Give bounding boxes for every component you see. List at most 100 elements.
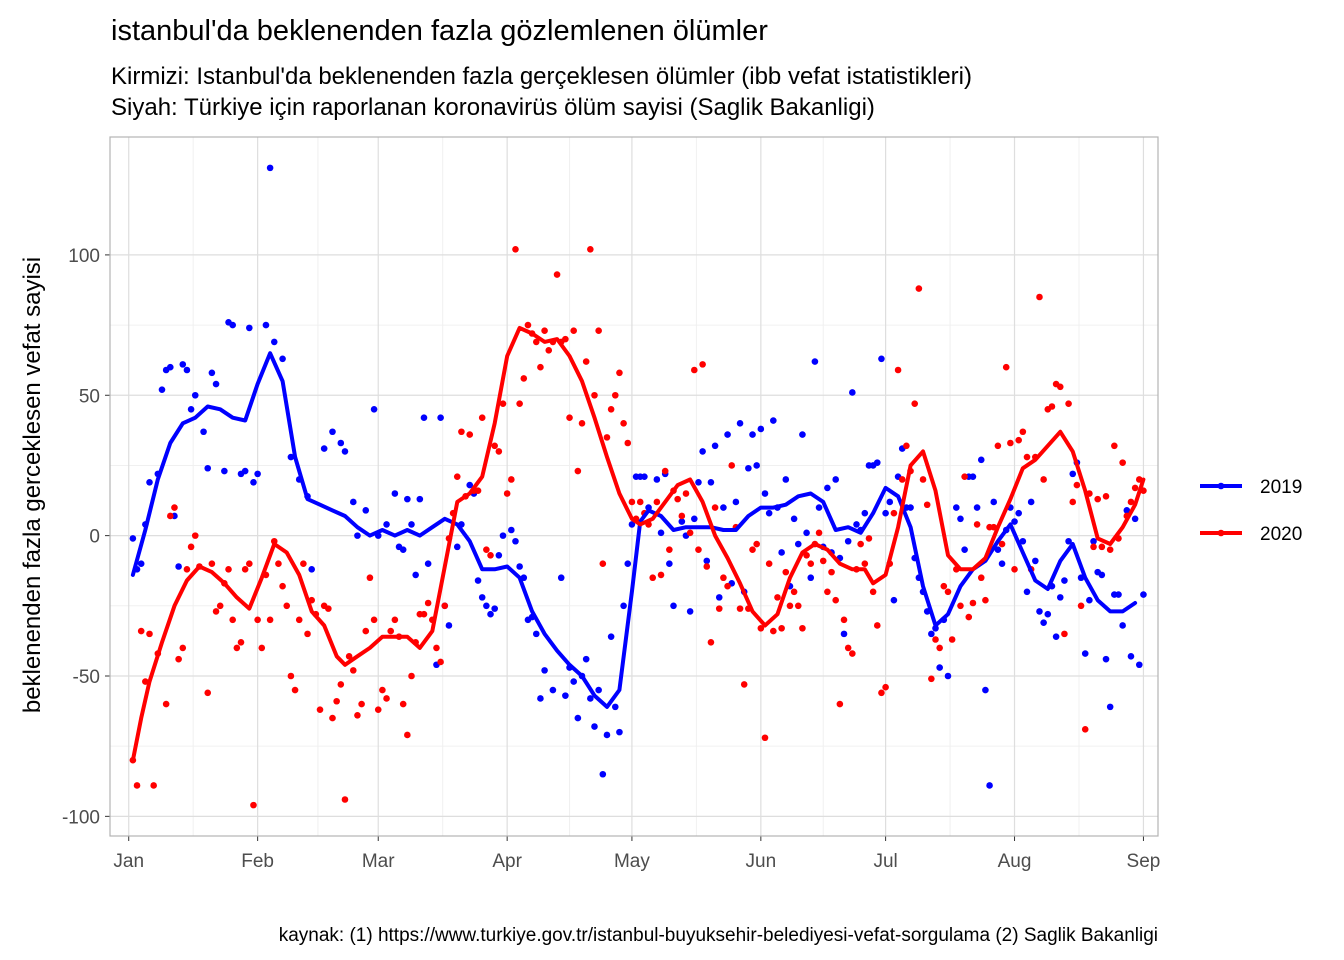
series-points-2019 xyxy=(129,164,1147,789)
data-point xyxy=(603,731,611,739)
data-point xyxy=(977,456,985,464)
data-point xyxy=(957,515,964,523)
data-point xyxy=(1090,543,1097,551)
data-point xyxy=(1140,591,1147,598)
data-point xyxy=(807,560,815,567)
data-point xyxy=(657,571,665,579)
data-point xyxy=(674,495,681,503)
data-point xyxy=(183,366,191,374)
data-point xyxy=(537,363,544,371)
data-point xyxy=(587,245,594,253)
data-point xyxy=(1073,481,1081,489)
data-point xyxy=(857,540,864,548)
data-point xyxy=(362,627,370,635)
data-point xyxy=(994,546,1002,553)
data-point xyxy=(1081,726,1089,733)
data-point xyxy=(757,425,765,433)
data-point xyxy=(549,686,557,694)
data-point xyxy=(370,406,378,413)
data-point xyxy=(653,476,661,483)
legend-label: 2019 xyxy=(1260,477,1302,498)
data-point xyxy=(320,445,328,452)
data-point xyxy=(678,512,686,520)
data-point xyxy=(840,616,848,624)
data-point xyxy=(520,375,528,382)
data-point xyxy=(300,560,307,567)
data-point xyxy=(1040,619,1047,626)
data-point xyxy=(1111,442,1118,450)
data-point xyxy=(707,639,715,646)
data-point xyxy=(624,560,632,567)
data-point xyxy=(246,324,253,332)
data-point xyxy=(849,389,856,396)
data-point xyxy=(591,391,598,399)
y-tick-label: 50 xyxy=(79,386,100,407)
data-point xyxy=(1081,650,1089,657)
data-point xyxy=(940,582,948,590)
data-point xyxy=(408,672,415,680)
data-point xyxy=(753,540,760,548)
data-point xyxy=(919,476,927,483)
data-point xyxy=(466,431,474,438)
data-point xyxy=(770,417,777,424)
series-line-2019 xyxy=(130,351,1138,709)
data-point xyxy=(499,400,507,407)
data-point xyxy=(237,639,245,646)
data-point xyxy=(562,335,569,343)
data-point xyxy=(736,605,744,612)
data-point xyxy=(337,439,345,447)
data-point xyxy=(1019,537,1027,545)
data-point xyxy=(387,627,395,635)
data-point xyxy=(578,420,586,427)
data-point xyxy=(616,369,623,377)
data-point xyxy=(383,521,390,528)
data-point xyxy=(204,689,212,697)
data-point xyxy=(873,622,881,629)
x-tick-label: Apr xyxy=(492,851,522,872)
x-tick-label: Jan xyxy=(113,851,144,872)
data-point xyxy=(965,613,973,621)
data-point xyxy=(162,700,170,708)
data-point xyxy=(179,361,187,368)
data-point xyxy=(349,667,357,674)
data-point xyxy=(898,476,906,483)
data-point xyxy=(620,420,627,427)
data-point xyxy=(345,653,353,660)
data-point xyxy=(657,529,665,537)
data-point xyxy=(778,624,785,632)
data-point xyxy=(250,478,257,486)
data-point xyxy=(807,574,815,582)
data-point xyxy=(366,574,374,582)
data-point xyxy=(146,630,153,638)
data-point xyxy=(869,588,877,596)
data-point xyxy=(715,605,723,612)
data-point xyxy=(508,476,515,483)
data-point xyxy=(1023,588,1031,596)
data-point xyxy=(1094,495,1101,503)
data-point xyxy=(765,560,773,567)
data-point xyxy=(699,361,706,368)
data-point xyxy=(724,431,731,438)
data-point xyxy=(487,551,494,559)
data-point xyxy=(844,537,852,545)
data-point xyxy=(911,400,919,407)
data-point xyxy=(295,616,303,624)
data-point xyxy=(416,495,424,503)
data-point xyxy=(736,420,744,427)
data-point xyxy=(1052,633,1060,640)
data-point xyxy=(208,369,216,377)
data-point xyxy=(1023,453,1031,461)
data-point xyxy=(611,391,619,399)
data-point xyxy=(1011,518,1018,525)
data-point xyxy=(770,627,777,635)
data-point xyxy=(1090,537,1097,545)
data-point xyxy=(1077,602,1085,610)
data-point xyxy=(703,563,711,570)
data-point xyxy=(595,327,602,334)
data-point xyxy=(1065,400,1072,407)
data-point xyxy=(142,678,149,685)
data-point xyxy=(890,596,898,604)
data-point xyxy=(508,526,515,534)
x-tick-label: Aug xyxy=(998,851,1032,872)
data-point xyxy=(354,711,361,719)
